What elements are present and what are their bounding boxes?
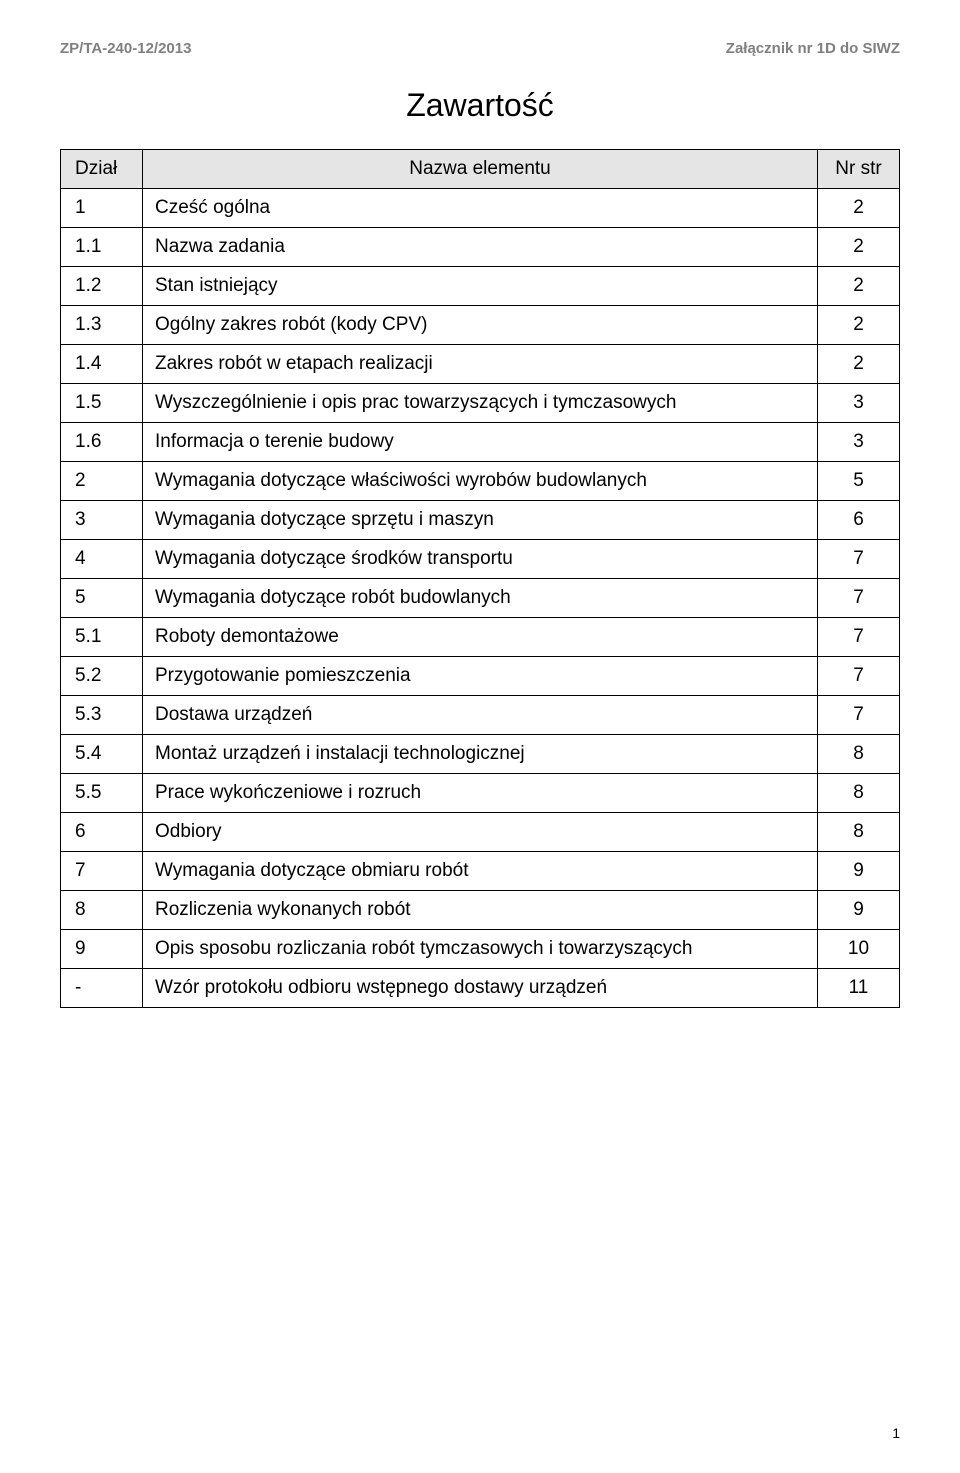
header-right: Załącznik nr 1D do SIWZ — [726, 40, 900, 57]
cell-dzial: 5.4 — [61, 735, 143, 774]
cell-dzial: 5.3 — [61, 696, 143, 735]
header-nrstr: Nr str — [818, 150, 900, 189]
cell-nrstr: 7 — [818, 579, 900, 618]
cell-dzial: 3 — [61, 501, 143, 540]
cell-nazwa: Nazwa zadania — [143, 228, 818, 267]
cell-nazwa: Wymagania dotyczące sprzętu i maszyn — [143, 501, 818, 540]
cell-nrstr: 7 — [818, 696, 900, 735]
cell-nrstr: 2 — [818, 345, 900, 384]
cell-dzial: 6 — [61, 813, 143, 852]
cell-nrstr: 3 — [818, 384, 900, 423]
cell-dzial: 8 — [61, 891, 143, 930]
cell-dzial: - — [61, 969, 143, 1008]
cell-nazwa: Opis sposobu rozliczania robót tymczasow… — [143, 930, 818, 969]
cell-dzial: 4 — [61, 540, 143, 579]
cell-dzial: 1.3 — [61, 306, 143, 345]
cell-nrstr: 6 — [818, 501, 900, 540]
table-row: 1.3Ogólny zakres robót (kody CPV)2 — [61, 306, 900, 345]
header-nazwa: Nazwa elementu — [143, 150, 818, 189]
cell-dzial: 1.6 — [61, 423, 143, 462]
cell-nazwa: Wyszczególnienie i opis prac towarzysząc… — [143, 384, 818, 423]
cell-nazwa: Wymagania dotyczące środków transportu — [143, 540, 818, 579]
table-row: 5Wymagania dotyczące robót budowlanych7 — [61, 579, 900, 618]
cell-nrstr: 8 — [818, 813, 900, 852]
cell-dzial: 1.2 — [61, 267, 143, 306]
contents-table: Dział Nazwa elementu Nr str 1Cześć ogóln… — [60, 149, 900, 1008]
table-row: 5.1Roboty demontażowe7 — [61, 618, 900, 657]
page-title: Zawartość — [60, 87, 900, 124]
table-row: 4Wymagania dotyczące środków transportu7 — [61, 540, 900, 579]
cell-dzial: 9 — [61, 930, 143, 969]
cell-nrstr: 10 — [818, 930, 900, 969]
cell-nazwa: Dostawa urządzeń — [143, 696, 818, 735]
cell-nrstr: 8 — [818, 735, 900, 774]
table-row: 1.2Stan istniejący2 — [61, 267, 900, 306]
cell-nazwa: Cześć ogólna — [143, 189, 818, 228]
table-row: 2Wymagania dotyczące właściwości wyrobów… — [61, 462, 900, 501]
cell-nrstr: 5 — [818, 462, 900, 501]
cell-nrstr: 2 — [818, 267, 900, 306]
cell-nazwa: Wzór protokołu odbioru wstępnego dostawy… — [143, 969, 818, 1008]
cell-dzial: 5.1 — [61, 618, 143, 657]
table-row: 8Rozliczenia wykonanych robót9 — [61, 891, 900, 930]
table-row: 5.4Montaż urządzeń i instalacji technolo… — [61, 735, 900, 774]
document-header: ZP/TA-240-12/2013 Załącznik nr 1D do SIW… — [60, 40, 900, 57]
table-row: 1.4Zakres robót w etapach realizacji2 — [61, 345, 900, 384]
table-row: 5.2Przygotowanie pomieszczenia7 — [61, 657, 900, 696]
cell-dzial: 1.5 — [61, 384, 143, 423]
cell-nazwa: Wymagania dotyczące robót budowlanych — [143, 579, 818, 618]
cell-nazwa: Zakres robót w etapach realizacji — [143, 345, 818, 384]
cell-nazwa: Informacja o terenie budowy — [143, 423, 818, 462]
cell-nrstr: 3 — [818, 423, 900, 462]
cell-dzial: 1 — [61, 189, 143, 228]
table-row: 9Opis sposobu rozliczania robót tymczaso… — [61, 930, 900, 969]
cell-nazwa: Wymagania dotyczące właściwości wyrobów … — [143, 462, 818, 501]
cell-nrstr: 7 — [818, 618, 900, 657]
cell-dzial: 5 — [61, 579, 143, 618]
cell-nazwa: Przygotowanie pomieszczenia — [143, 657, 818, 696]
cell-nrstr: 9 — [818, 891, 900, 930]
table-row: 1.6Informacja o terenie budowy3 — [61, 423, 900, 462]
table-row: 1.1Nazwa zadania2 — [61, 228, 900, 267]
cell-nazwa: Montaż urządzeń i instalacji technologic… — [143, 735, 818, 774]
cell-nrstr: 9 — [818, 852, 900, 891]
table-header-row: Dział Nazwa elementu Nr str — [61, 150, 900, 189]
cell-nazwa: Roboty demontażowe — [143, 618, 818, 657]
cell-dzial: 7 — [61, 852, 143, 891]
cell-nazwa: Odbiory — [143, 813, 818, 852]
cell-dzial: 1.4 — [61, 345, 143, 384]
table-row: 1Cześć ogólna2 — [61, 189, 900, 228]
cell-nrstr: 7 — [818, 540, 900, 579]
table-row: 1.5Wyszczególnienie i opis prac towarzys… — [61, 384, 900, 423]
cell-dzial: 5.2 — [61, 657, 143, 696]
cell-nazwa: Rozliczenia wykonanych robót — [143, 891, 818, 930]
cell-nazwa: Wymagania dotyczące obmiaru robót — [143, 852, 818, 891]
cell-nrstr: 2 — [818, 306, 900, 345]
table-row: 7Wymagania dotyczące obmiaru robót9 — [61, 852, 900, 891]
table-row: -Wzór protokołu odbioru wstępnego dostaw… — [61, 969, 900, 1008]
header-dzial: Dział — [61, 150, 143, 189]
cell-nazwa: Ogólny zakres robót (kody CPV) — [143, 306, 818, 345]
cell-nrstr: 8 — [818, 774, 900, 813]
cell-nrstr: 11 — [818, 969, 900, 1008]
cell-nazwa: Prace wykończeniowe i rozruch — [143, 774, 818, 813]
cell-nrstr: 7 — [818, 657, 900, 696]
header-left: ZP/TA-240-12/2013 — [60, 40, 191, 57]
cell-dzial: 1.1 — [61, 228, 143, 267]
cell-dzial: 2 — [61, 462, 143, 501]
cell-nrstr: 2 — [818, 189, 900, 228]
cell-nrstr: 2 — [818, 228, 900, 267]
table-row: 5.3Dostawa urządzeń7 — [61, 696, 900, 735]
cell-dzial: 5.5 — [61, 774, 143, 813]
table-row: 5.5Prace wykończeniowe i rozruch8 — [61, 774, 900, 813]
page-number: 1 — [892, 1425, 900, 1441]
table-row: 3Wymagania dotyczące sprzętu i maszyn6 — [61, 501, 900, 540]
table-row: 6Odbiory8 — [61, 813, 900, 852]
cell-nazwa: Stan istniejący — [143, 267, 818, 306]
